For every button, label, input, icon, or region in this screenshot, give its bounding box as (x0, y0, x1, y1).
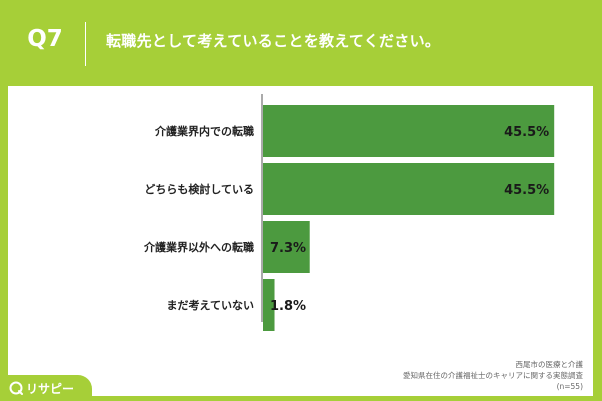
category-label-2: どちらも検討している (144, 182, 254, 196)
chart-panel: 介護業界内での転職 45.5% どちらも検討している 45.5% 介護業界以外への転職 7… (8, 86, 593, 396)
category-label-4: まだ考えていない (167, 298, 254, 312)
value-label-3: 7.3% (270, 241, 306, 256)
header: Q7 転職先として考えていることを教えてください。 (0, 0, 602, 86)
bar-1 (263, 105, 555, 157)
source-line-3: (n=55) (556, 382, 583, 391)
brand-logo: リサピー (0, 375, 92, 401)
source-note: 西尾市の医療と介護 愛知県在住の介護福祉士のキャリアに関する実態調査 (n=55… (403, 359, 583, 392)
logo-text: リサピー (26, 382, 75, 396)
question-text: 転職先として考えていることを教えてください。 (106, 32, 441, 50)
bar-chart: 介護業界内での転職 45.5% どちらも検討している 45.5% 介護業界以外への転職 7… (143, 94, 555, 331)
bar-2 (263, 163, 555, 215)
question-number: Q7 (27, 26, 63, 52)
bar-4 (263, 279, 275, 331)
header-divider (85, 22, 86, 66)
value-label-1: 45.5% (504, 125, 549, 140)
category-label-1: 介護業界内での転職 (154, 124, 254, 138)
risapy-logo-icon (9, 381, 23, 395)
bar-3 (263, 221, 310, 273)
source-line-2: 愛知県在住の介護福祉士のキャリアに関する実態調査 (403, 371, 583, 380)
value-label-4: 1.8% (270, 299, 306, 314)
category-label-3: 介護業界以外への転職 (143, 240, 254, 254)
value-label-2: 45.5% (504, 183, 549, 198)
source-line-1: 西尾市の医療と介護 (515, 360, 584, 369)
